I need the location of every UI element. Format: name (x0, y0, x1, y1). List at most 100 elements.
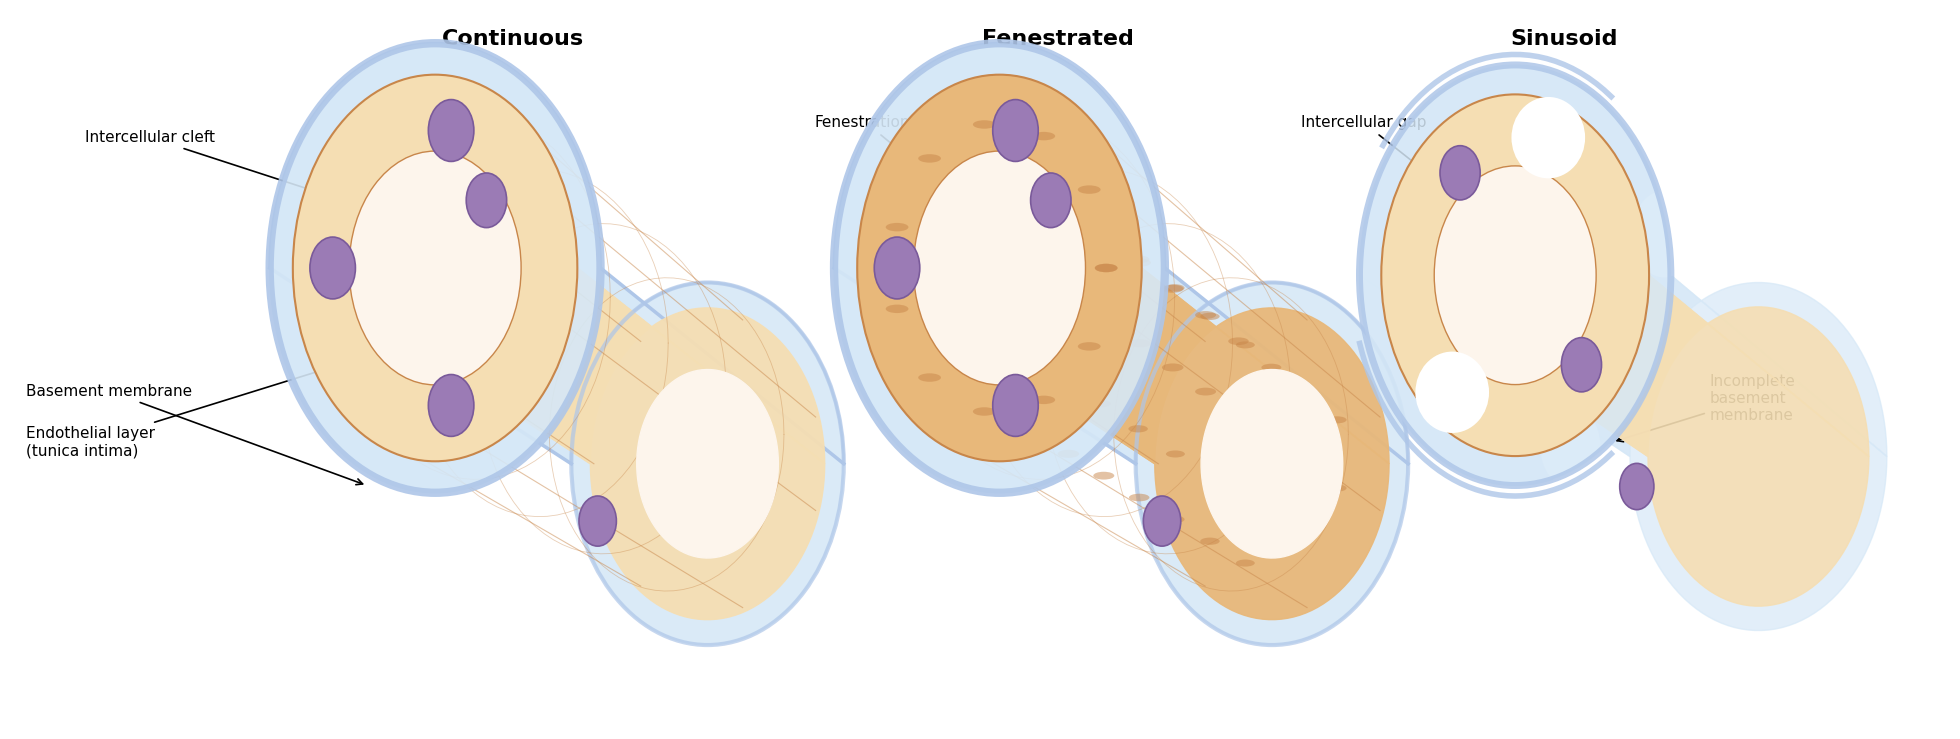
Ellipse shape (578, 496, 615, 546)
Circle shape (1096, 232, 1119, 241)
Ellipse shape (1360, 65, 1670, 486)
Ellipse shape (270, 43, 600, 493)
Ellipse shape (992, 375, 1039, 437)
Circle shape (1058, 264, 1082, 272)
Circle shape (1294, 390, 1313, 398)
Circle shape (1094, 471, 1115, 480)
Polygon shape (857, 75, 1390, 464)
Circle shape (1327, 485, 1347, 491)
Ellipse shape (1031, 173, 1070, 228)
Circle shape (1162, 285, 1184, 293)
Circle shape (917, 373, 941, 382)
Circle shape (1164, 285, 1184, 292)
Circle shape (1092, 400, 1111, 407)
Circle shape (1294, 460, 1313, 468)
Text: Intercellular gap: Intercellular gap (1301, 115, 1433, 178)
Ellipse shape (466, 173, 506, 228)
Text: Fenestrations: Fenestrations (815, 115, 937, 182)
Circle shape (1015, 350, 1037, 357)
Circle shape (1053, 375, 1074, 382)
Text: Sinusoid: Sinusoid (1509, 29, 1617, 49)
Polygon shape (292, 268, 825, 619)
Circle shape (1017, 352, 1041, 360)
Ellipse shape (292, 75, 578, 461)
Ellipse shape (992, 100, 1039, 161)
Circle shape (986, 141, 1009, 149)
Ellipse shape (1562, 338, 1601, 392)
Circle shape (1058, 198, 1080, 206)
Circle shape (1017, 176, 1041, 184)
Text: Continuous: Continuous (441, 29, 584, 49)
Circle shape (1237, 559, 1254, 567)
Ellipse shape (1541, 406, 1601, 487)
Polygon shape (270, 268, 843, 645)
Ellipse shape (1415, 352, 1490, 433)
Ellipse shape (429, 100, 474, 161)
Polygon shape (1201, 370, 1343, 558)
Text: Intercellular cleft: Intercellular cleft (84, 130, 323, 195)
Circle shape (1196, 388, 1215, 395)
Polygon shape (1360, 275, 1887, 630)
Circle shape (1049, 316, 1070, 324)
Ellipse shape (874, 237, 919, 299)
Ellipse shape (1143, 496, 1180, 546)
Circle shape (941, 299, 962, 307)
Ellipse shape (429, 375, 474, 437)
Circle shape (1058, 450, 1080, 458)
Circle shape (972, 407, 996, 416)
Ellipse shape (1633, 191, 1695, 277)
Circle shape (1237, 341, 1254, 348)
Circle shape (1129, 259, 1151, 267)
Ellipse shape (835, 43, 1164, 493)
Ellipse shape (1619, 463, 1654, 510)
Circle shape (1129, 425, 1149, 432)
Polygon shape (835, 268, 1407, 645)
Circle shape (1162, 364, 1184, 372)
Circle shape (978, 359, 1002, 368)
Circle shape (919, 236, 943, 245)
Circle shape (1229, 412, 1249, 420)
Ellipse shape (1441, 146, 1480, 200)
Circle shape (972, 120, 996, 129)
Text: Basement membrane: Basement membrane (25, 384, 363, 485)
Polygon shape (857, 268, 1390, 619)
Ellipse shape (1511, 97, 1586, 178)
Polygon shape (292, 75, 825, 464)
Circle shape (886, 223, 909, 231)
Circle shape (1033, 132, 1054, 140)
Ellipse shape (857, 75, 1143, 461)
Polygon shape (835, 44, 1407, 464)
Polygon shape (1360, 65, 1887, 457)
Circle shape (1129, 339, 1151, 347)
Circle shape (1262, 436, 1282, 443)
Ellipse shape (1578, 175, 1639, 259)
Circle shape (1200, 313, 1219, 320)
Ellipse shape (1435, 166, 1595, 384)
Circle shape (978, 168, 1002, 177)
Circle shape (1078, 185, 1102, 194)
Polygon shape (1382, 275, 1870, 606)
Polygon shape (1435, 166, 1595, 384)
Circle shape (1229, 338, 1249, 345)
Polygon shape (637, 370, 778, 558)
Circle shape (1096, 315, 1119, 324)
Circle shape (904, 273, 925, 282)
Circle shape (1262, 364, 1282, 371)
Circle shape (1096, 264, 1117, 272)
Circle shape (917, 154, 941, 163)
Circle shape (1021, 170, 1045, 178)
Circle shape (1078, 342, 1102, 350)
Polygon shape (270, 44, 843, 464)
Circle shape (1129, 256, 1149, 263)
Text: Incomplete
basement
membrane: Incomplete basement membrane (1617, 374, 1795, 442)
Ellipse shape (1382, 95, 1648, 456)
Circle shape (1058, 264, 1082, 272)
Circle shape (1094, 227, 1115, 235)
Circle shape (886, 304, 909, 313)
Circle shape (1164, 516, 1184, 523)
Ellipse shape (913, 151, 1086, 385)
Polygon shape (1382, 95, 1870, 457)
Circle shape (1200, 537, 1219, 545)
Circle shape (1021, 428, 1045, 436)
Ellipse shape (310, 237, 355, 299)
